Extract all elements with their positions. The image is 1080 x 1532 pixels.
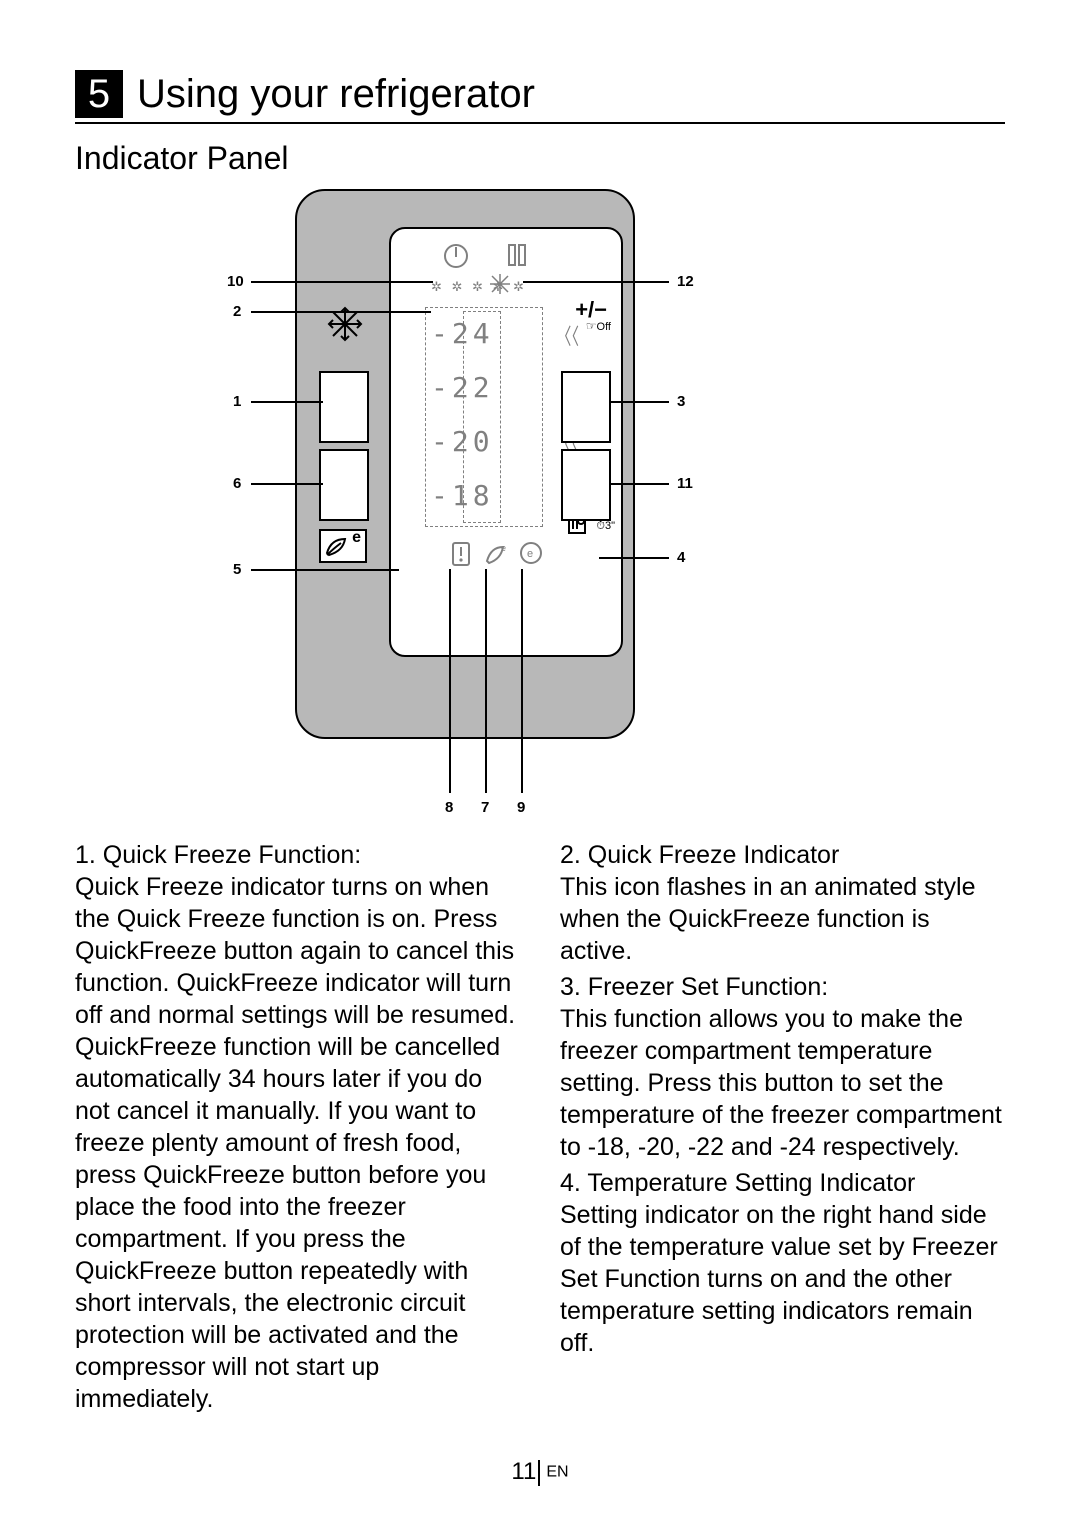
page-lang: EN [546,1464,568,1481]
power-icon [443,243,469,269]
snowflake-row-icon: ✲ ✲ ✲ ✲ ✲ [431,279,527,295]
button-area-11 [561,449,611,521]
leader-line [611,401,669,403]
eco-e-label: e [352,529,361,547]
callout-10: 10 [227,273,244,290]
section-number-box: 5 [75,70,123,118]
eco-small-icon: e [483,541,509,567]
leader-line [521,569,523,793]
callout-11: 11 [677,475,693,492]
quick-freeze-button-area [319,371,369,443]
leader-line [251,401,323,403]
item-2-body: This icon flashes in an animated style w… [560,871,1005,967]
section-header: 5 Using your refrigerator [75,70,1005,124]
item-3-title: 3. Freezer Set Function: [560,971,1005,1003]
item-4-body: Setting indicator on the right hand side… [560,1199,1005,1359]
leader-line [523,281,669,283]
callout-4: 4 [677,549,685,566]
temp-value-4: -18 [431,479,494,512]
temp-value-2: -22 [431,371,494,404]
alert-icon [451,541,471,567]
indicator-panel-diagram: e ✲ ✲ ✲ ✲ ✲ [75,189,1005,829]
callout-8: 8 [445,799,453,816]
left-column: 1. Quick Freeze Function: Quick Freeze i… [75,839,520,1415]
page-number: 11 [511,1458,536,1485]
section-title: Using your refrigerator [137,72,535,117]
callout-1: 1 [233,393,241,410]
svg-text:e: e [501,543,506,553]
item-4-title: 4. Temperature Setting Indicator [560,1167,1005,1199]
freezer-set-button-area [561,371,611,443]
item-1-body: Quick Freeze indicator turns on when the… [75,871,520,1415]
callout-6: 6 [233,475,241,492]
item-2-title: 2. Quick Freeze Indicator [560,839,1005,871]
hand-off-icon: ☞Off [586,319,611,333]
bottle-icon [503,241,531,269]
leader-line [485,569,487,793]
subheader: Indicator Panel [75,140,1005,177]
leader-line [251,569,399,571]
callout-3: 3 [677,393,685,410]
right-column: 2. Quick Freeze Indicator This icon flas… [560,839,1005,1415]
leader-line [449,569,451,793]
leader-line [611,483,669,485]
leader-line [251,281,433,283]
section-number: 5 [88,72,110,117]
panel-outer: e ✲ ✲ ✲ ✲ ✲ [295,189,635,739]
chevron-icon: 〈〈 [556,319,579,351]
temp-value-3: -20 [431,425,494,458]
callout-2: 2 [233,303,241,320]
svg-text:e: e [527,548,533,560]
callout-5: 5 [233,561,241,578]
page-footer: 11 EN [0,1458,1080,1486]
leader-line [251,483,323,485]
body-content: 1. Quick Freeze Function: Quick Freeze i… [75,839,1005,1415]
leader-line [599,557,669,559]
button-area-6 [319,449,369,521]
callout-9: 9 [517,799,525,816]
temp-value-1: -24 [431,317,494,350]
circle-e-icon: e [519,541,543,565]
key-label: ⏱3" [596,520,615,533]
callout-7: 7 [481,799,489,816]
eco-mode-box: e [319,529,367,563]
callout-12: 12 [677,273,694,290]
leader-line [251,311,431,313]
item-3-body: This function allows you to make the fre… [560,1003,1005,1163]
item-1-title: 1. Quick Freeze Function: [75,839,520,871]
snowflake-center-icon [489,273,511,295]
